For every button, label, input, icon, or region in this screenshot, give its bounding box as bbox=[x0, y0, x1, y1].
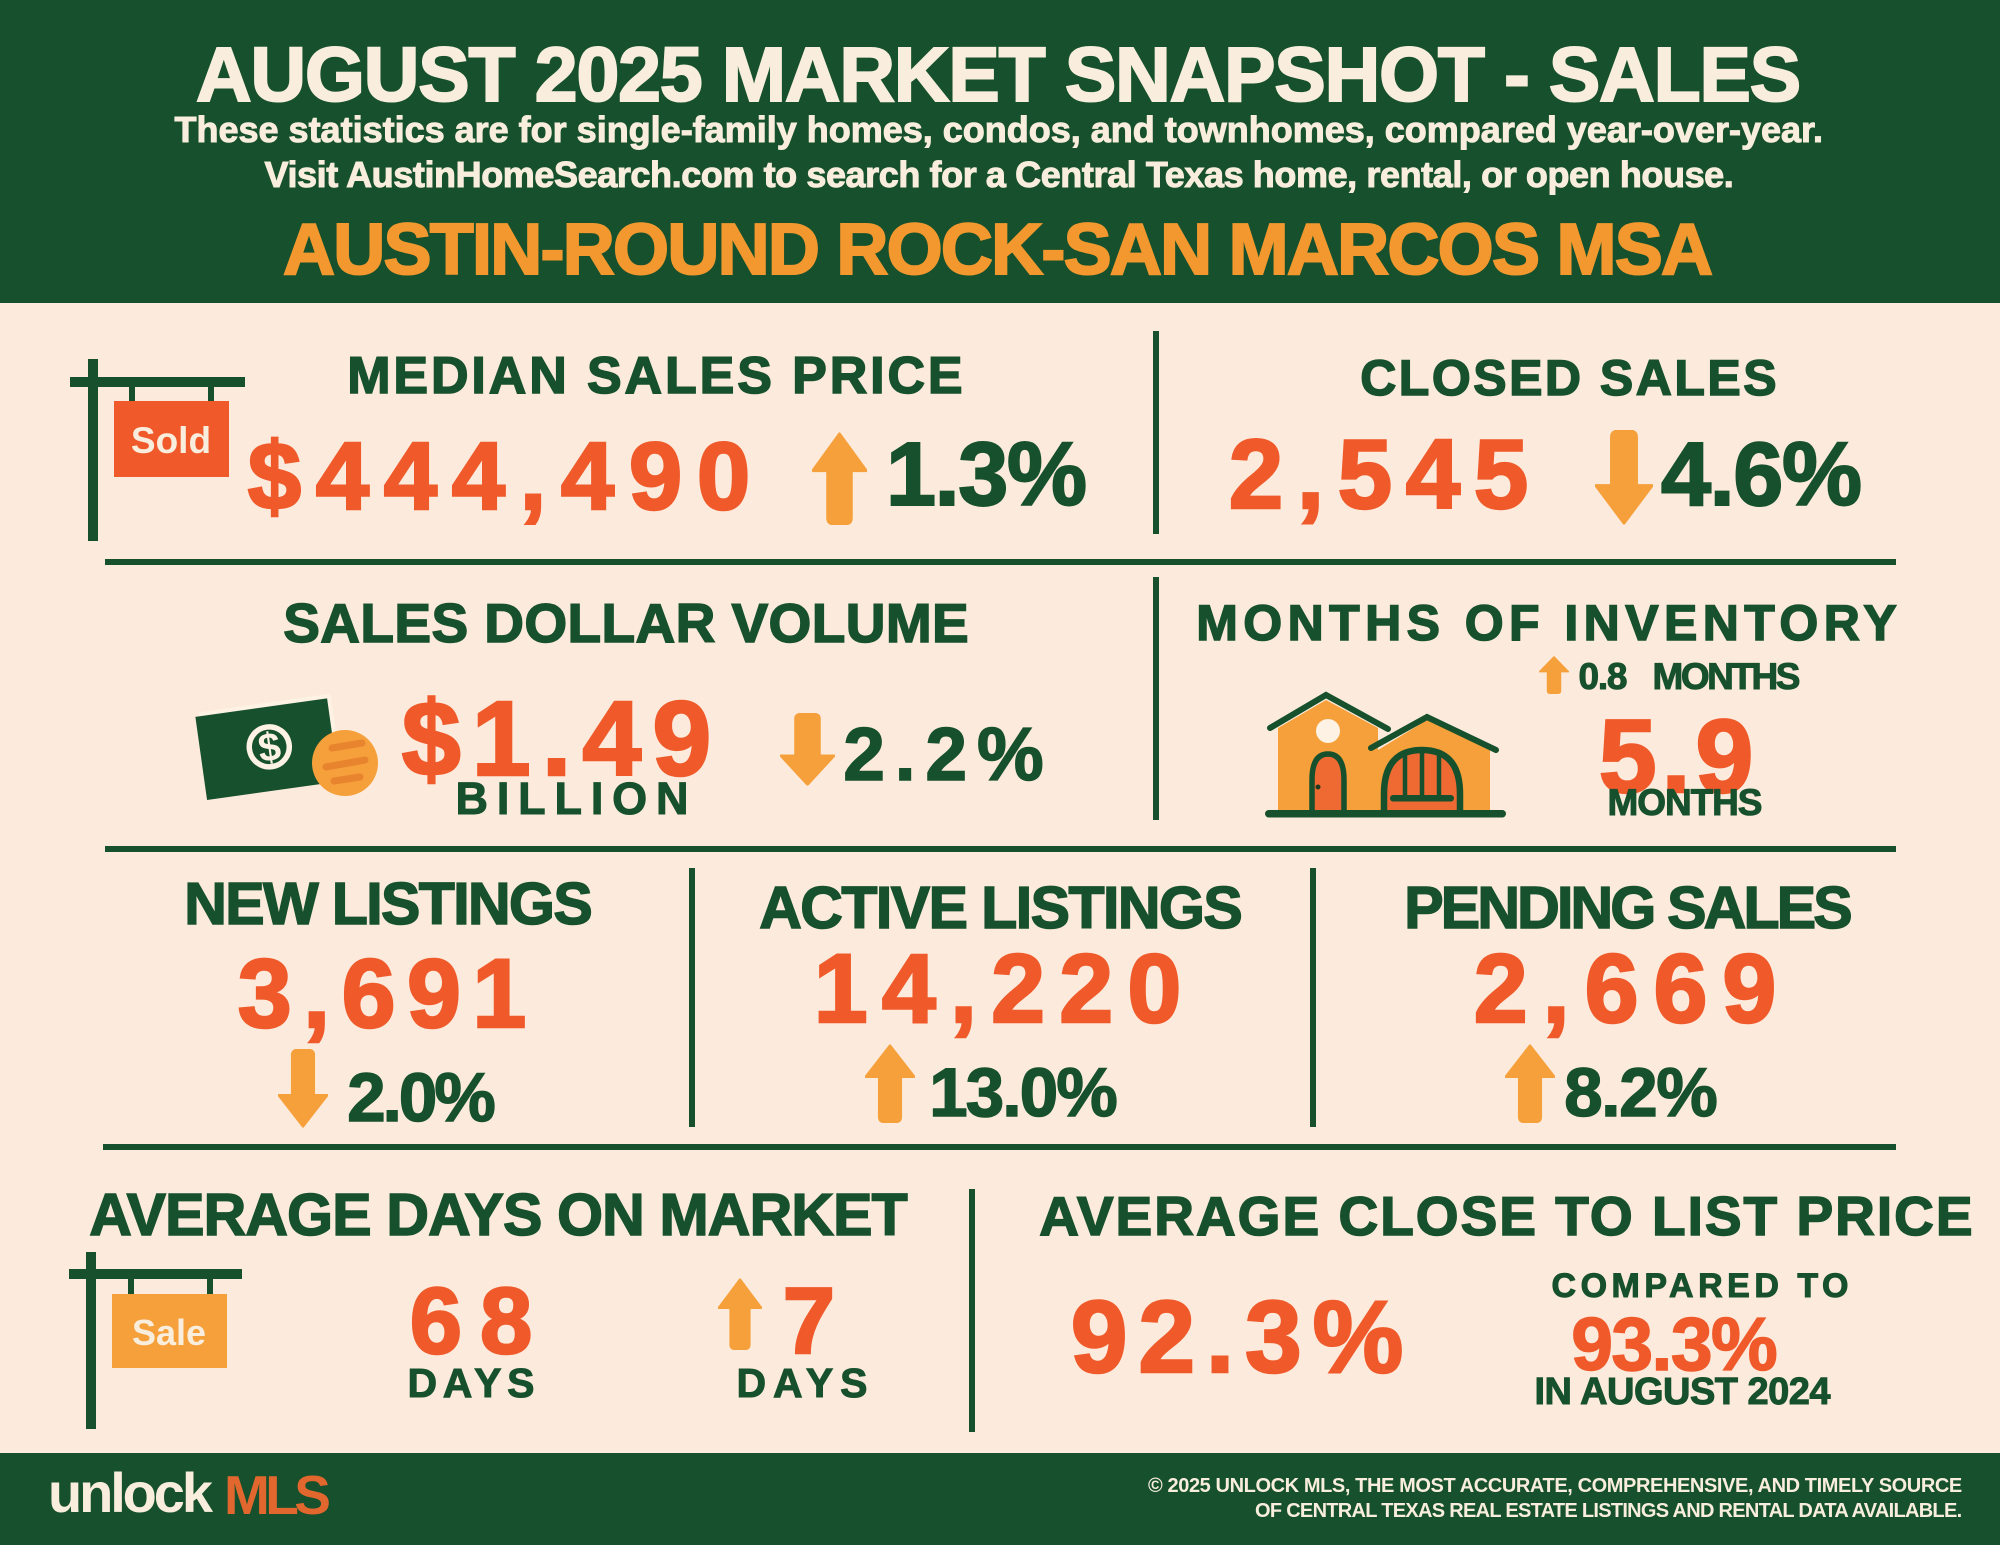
svg-text:Sale: Sale bbox=[132, 1312, 206, 1353]
svg-text:Sold: Sold bbox=[131, 420, 211, 461]
